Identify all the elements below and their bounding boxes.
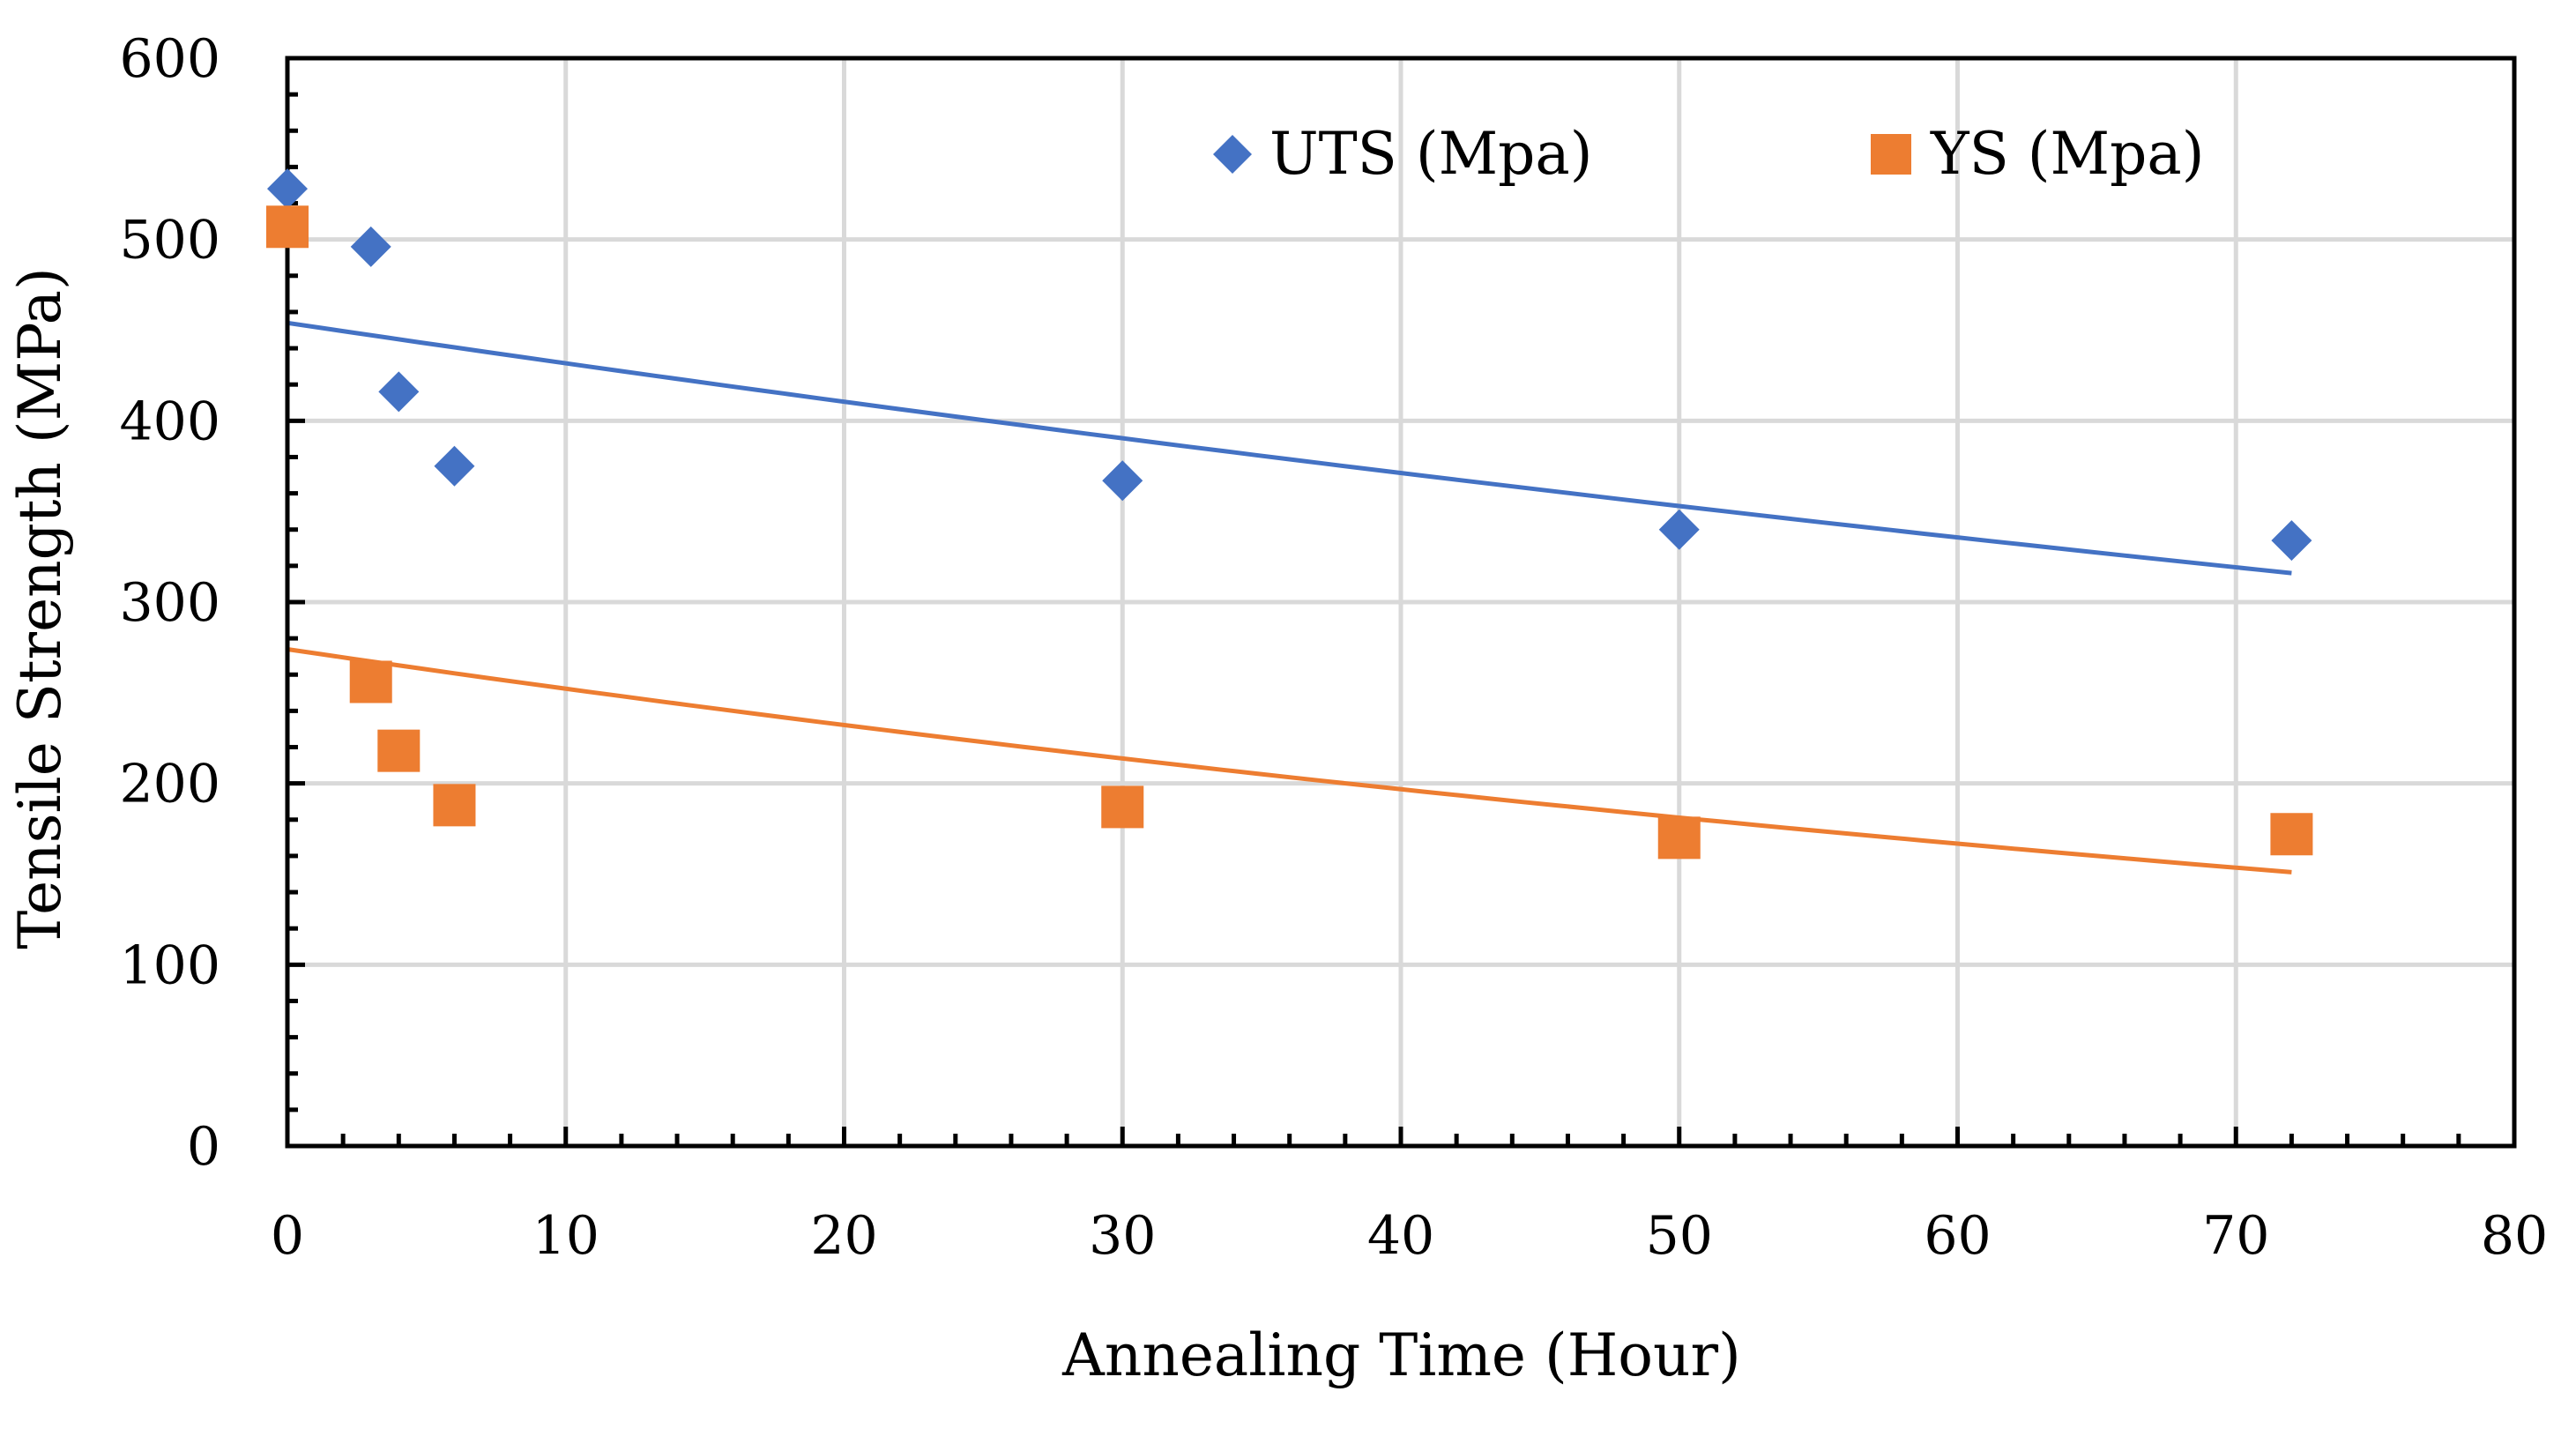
y-tick-label-500: 500 xyxy=(119,210,220,272)
x-tick-label-30: 30 xyxy=(1089,1205,1156,1267)
x-tick-label-0: 0 xyxy=(271,1205,304,1267)
x-axis-title: Annealing Time (Hour) xyxy=(1061,1321,1741,1389)
x-tick-label-20: 20 xyxy=(810,1205,877,1267)
data-point-uts xyxy=(267,168,308,210)
legend-item-ys: YS (Mpa) xyxy=(1871,120,2204,188)
legend-label-uts: UTS (Mpa) xyxy=(1269,120,1593,188)
data-point-uts xyxy=(2271,520,2312,562)
legend: UTS (Mpa) YS (Mpa) xyxy=(1213,120,2204,188)
y-tick-labels: 0 100 200 300 400 500 600 xyxy=(119,28,220,1178)
data-point-ys xyxy=(1101,785,1144,829)
y-tick-label-0: 0 xyxy=(187,1116,220,1178)
data-point-ys xyxy=(266,205,309,249)
x-tick-label-60: 60 xyxy=(1924,1205,1991,1267)
trendline-ys xyxy=(287,647,2292,875)
data-point-ys xyxy=(377,729,421,772)
y-tick-label-400: 400 xyxy=(119,391,220,452)
data-points xyxy=(266,168,2313,860)
legend-marker-ys-square xyxy=(1871,134,1911,175)
y-tick-label-100: 100 xyxy=(119,934,220,996)
x-tick-labels: 0 10 20 30 40 50 60 70 80 xyxy=(271,1205,2548,1267)
legend-label-ys: YS (Mpa) xyxy=(1930,120,2204,188)
gridlines xyxy=(287,58,2514,1146)
data-point-uts xyxy=(1102,460,1143,502)
y-tick-label-200: 200 xyxy=(119,754,220,815)
data-point-uts xyxy=(1658,509,1700,550)
x-tick-label-40: 40 xyxy=(1367,1205,1434,1267)
x-tick-label-70: 70 xyxy=(2202,1205,2269,1267)
x-tick-label-50: 50 xyxy=(1646,1205,1713,1267)
legend-marker-uts-diamond xyxy=(1213,135,1252,174)
y-tick-label-600: 600 xyxy=(119,28,220,90)
legend-item-uts: UTS (Mpa) xyxy=(1213,120,1593,188)
data-point-ys xyxy=(1657,816,1701,860)
data-point-ys xyxy=(433,784,476,827)
trendlines xyxy=(287,320,2292,875)
data-point-ys xyxy=(349,660,392,703)
x-tick-label-80: 80 xyxy=(2481,1205,2548,1267)
trendline-uts xyxy=(287,320,2292,576)
x-tick-label-10: 10 xyxy=(532,1205,599,1267)
data-point-uts xyxy=(434,445,475,487)
data-point-uts xyxy=(350,226,391,267)
data-point-uts xyxy=(378,371,420,413)
tick-marks xyxy=(285,56,2517,1149)
y-axis-title: Tensile Strength (MPa) xyxy=(6,267,74,949)
data-point-ys xyxy=(2270,813,2313,856)
y-tick-label-300: 300 xyxy=(119,572,220,634)
